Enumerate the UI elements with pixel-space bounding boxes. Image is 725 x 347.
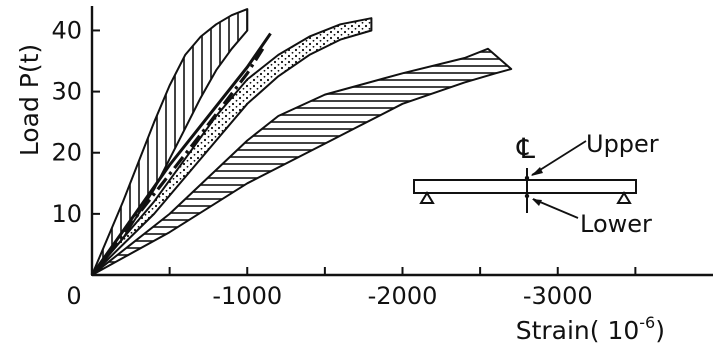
x-ticks [168, 267, 637, 275]
x-tick-labels: -1000 -2000 -3000 [212, 282, 592, 310]
upper-gauge-dot [524, 175, 530, 181]
origin-label: 0 [66, 282, 81, 310]
lower-arrowhead [532, 199, 542, 206]
x-axis-unit-exponent: -6 [639, 313, 655, 332]
y-tick-label: 10 [51, 200, 82, 228]
y-tick-label: 30 [51, 78, 82, 106]
x-axis-unit: ( 10 [590, 316, 640, 345]
data-bands [91, 8, 513, 276]
x-tick-label: -1000 [212, 282, 282, 310]
vertical-hatched-band-fill [92, 9, 248, 275]
x-tick-label: -2000 [368, 282, 438, 310]
x-axis-label: Strain( 10-6) [516, 313, 665, 345]
x-axis-unit-close: ) [655, 316, 665, 345]
lower-gauge-dot [524, 193, 530, 199]
right-support [616, 191, 632, 204]
lower-label: Lower [580, 210, 652, 238]
beam-inset: ℄ Upper Lower [413, 130, 659, 238]
x-tick-label: -3000 [523, 282, 593, 310]
centerline-symbol: ℄ [516, 132, 535, 165]
horizontal-hatched-band-outline [91, 47, 513, 276]
x-axis-label-text: Strain [516, 316, 590, 345]
dash-dot-line [90, 47, 265, 276]
horizontal-hatched-band-fill [92, 48, 512, 275]
dotted-band-outline [91, 17, 373, 276]
y-tick-labels: 10 20 30 40 [51, 16, 82, 227]
y-tick-label: 40 [51, 16, 82, 44]
vertical-hatched-band-outline [91, 8, 249, 276]
dotted-band-fill [92, 18, 372, 275]
upper-label: Upper [586, 130, 659, 158]
solid-line [90, 32, 272, 276]
upper-arrowhead [531, 167, 543, 176]
y-axis-label: Load P(t) [15, 44, 44, 156]
data-lines [90, 32, 272, 276]
left-support [419, 191, 435, 204]
y-ticks [92, 29, 100, 215]
beam [413, 179, 637, 194]
y-tick-label: 20 [51, 139, 82, 167]
